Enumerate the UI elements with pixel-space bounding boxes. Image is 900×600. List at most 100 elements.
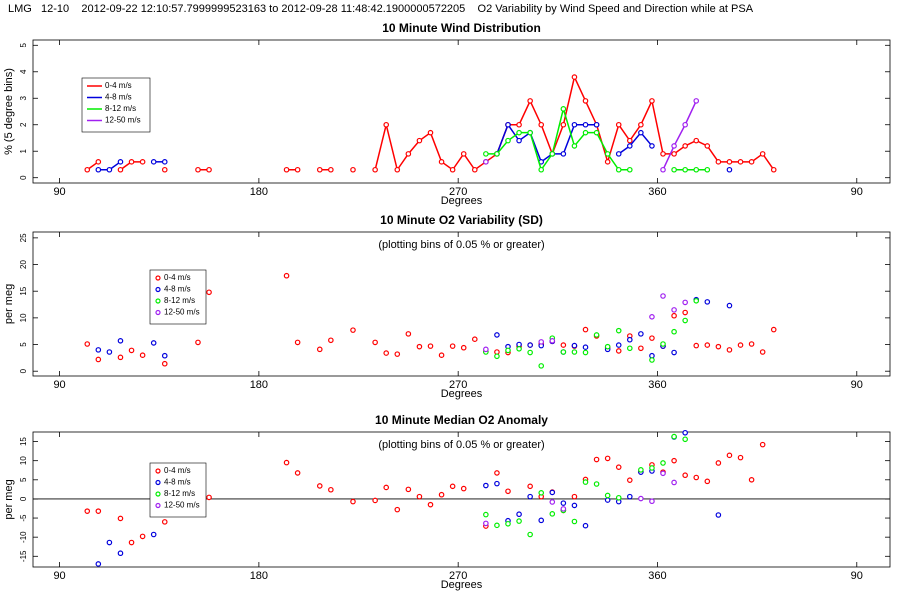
data-point xyxy=(604,151,611,157)
data-point xyxy=(604,492,611,499)
data-point xyxy=(626,493,633,500)
data-point xyxy=(571,342,578,349)
data-point xyxy=(604,497,611,503)
x-tick-label: 360 xyxy=(648,570,666,582)
data-point xyxy=(161,159,168,165)
data-point xyxy=(95,166,102,173)
data-point xyxy=(582,349,589,356)
plot-frame xyxy=(32,431,891,568)
data-point xyxy=(494,353,500,360)
data-point xyxy=(195,339,201,346)
data-point xyxy=(516,129,522,136)
x-tick-label: 270 xyxy=(449,570,467,582)
data-point xyxy=(427,343,434,349)
data-point xyxy=(84,341,91,347)
x-tick-label: 270 xyxy=(449,379,467,391)
data-point xyxy=(84,166,91,173)
data-point xyxy=(416,493,423,500)
y-tick-label: 20 xyxy=(19,260,28,269)
y-tick-label: 15 xyxy=(19,437,28,446)
data-point xyxy=(604,343,611,350)
data-point xyxy=(571,74,578,80)
legend-label: 0-4 m/s xyxy=(164,273,191,282)
data-point xyxy=(560,121,567,128)
data-point xyxy=(471,166,478,173)
data-point xyxy=(748,477,755,483)
data-point xyxy=(538,121,545,128)
series-line xyxy=(618,131,653,155)
data-point xyxy=(139,352,146,359)
data-point xyxy=(516,511,522,518)
data-point xyxy=(383,350,390,356)
data-point xyxy=(571,518,578,525)
x-tick-label: 270 xyxy=(449,186,467,198)
data-point xyxy=(770,326,777,333)
data-point xyxy=(571,349,578,355)
data-point xyxy=(527,129,533,136)
data-point xyxy=(117,515,124,522)
legend-label: 12-50 m/s xyxy=(164,501,200,510)
data-point xyxy=(693,98,700,104)
header: LMG 12-10 2012-09-22 12:10:57.7999999523… xyxy=(8,3,754,15)
x-tick-label: 90 xyxy=(851,570,863,582)
data-point xyxy=(106,166,113,173)
data-point xyxy=(549,337,556,344)
y-tick-label: 0 xyxy=(19,368,28,373)
legend-label: 0-4 m/s xyxy=(164,466,191,475)
data-point xyxy=(726,302,733,309)
data-point xyxy=(438,159,445,165)
data-point xyxy=(682,472,688,479)
data-point xyxy=(95,347,102,353)
data-point xyxy=(748,341,755,347)
y-tick-label: 2 xyxy=(19,122,28,127)
data-point xyxy=(715,460,722,466)
data-point xyxy=(704,478,711,485)
data-point xyxy=(416,137,423,144)
data-point xyxy=(638,345,644,352)
data-point xyxy=(460,485,467,492)
data-point xyxy=(693,342,700,349)
data-point xyxy=(571,121,578,128)
data-point xyxy=(427,501,434,508)
data-point xyxy=(604,159,611,165)
data-point xyxy=(626,477,633,483)
data-point xyxy=(615,342,622,348)
data-point xyxy=(150,531,157,538)
data-point xyxy=(294,470,301,476)
data-point xyxy=(737,342,744,348)
data-point xyxy=(626,137,633,144)
data-point xyxy=(383,484,390,491)
y-tick-label: 1 xyxy=(19,148,28,153)
data-point xyxy=(638,467,644,473)
data-point xyxy=(538,363,545,369)
data-point xyxy=(770,166,777,173)
y-tick-label: 10 xyxy=(19,456,28,465)
data-point xyxy=(538,166,545,173)
x-axis-label: Degrees xyxy=(441,195,483,207)
x-tick-label: 90 xyxy=(53,379,65,391)
data-point xyxy=(671,143,677,149)
data-point xyxy=(582,479,589,485)
data-point xyxy=(593,456,600,463)
data-point xyxy=(549,511,556,517)
data-point xyxy=(350,166,356,173)
data-point xyxy=(460,151,467,157)
data-point xyxy=(737,454,744,461)
annotation: (plotting bins of 0.05 % or greater) xyxy=(378,439,544,451)
data-point xyxy=(494,522,500,529)
data-point xyxy=(527,493,533,500)
data-point xyxy=(494,332,500,338)
data-point xyxy=(660,341,666,347)
data-point xyxy=(350,498,356,505)
data-point xyxy=(626,166,633,173)
data-point xyxy=(704,299,711,305)
data-point xyxy=(328,486,334,493)
data-point xyxy=(372,166,378,173)
data-point xyxy=(715,512,722,518)
data-point xyxy=(582,121,589,128)
data-point xyxy=(693,297,700,304)
y-tick-label: 10 xyxy=(19,313,28,322)
data-point xyxy=(726,166,733,173)
x-tick-label: 360 xyxy=(648,379,666,391)
series-line xyxy=(662,100,697,171)
